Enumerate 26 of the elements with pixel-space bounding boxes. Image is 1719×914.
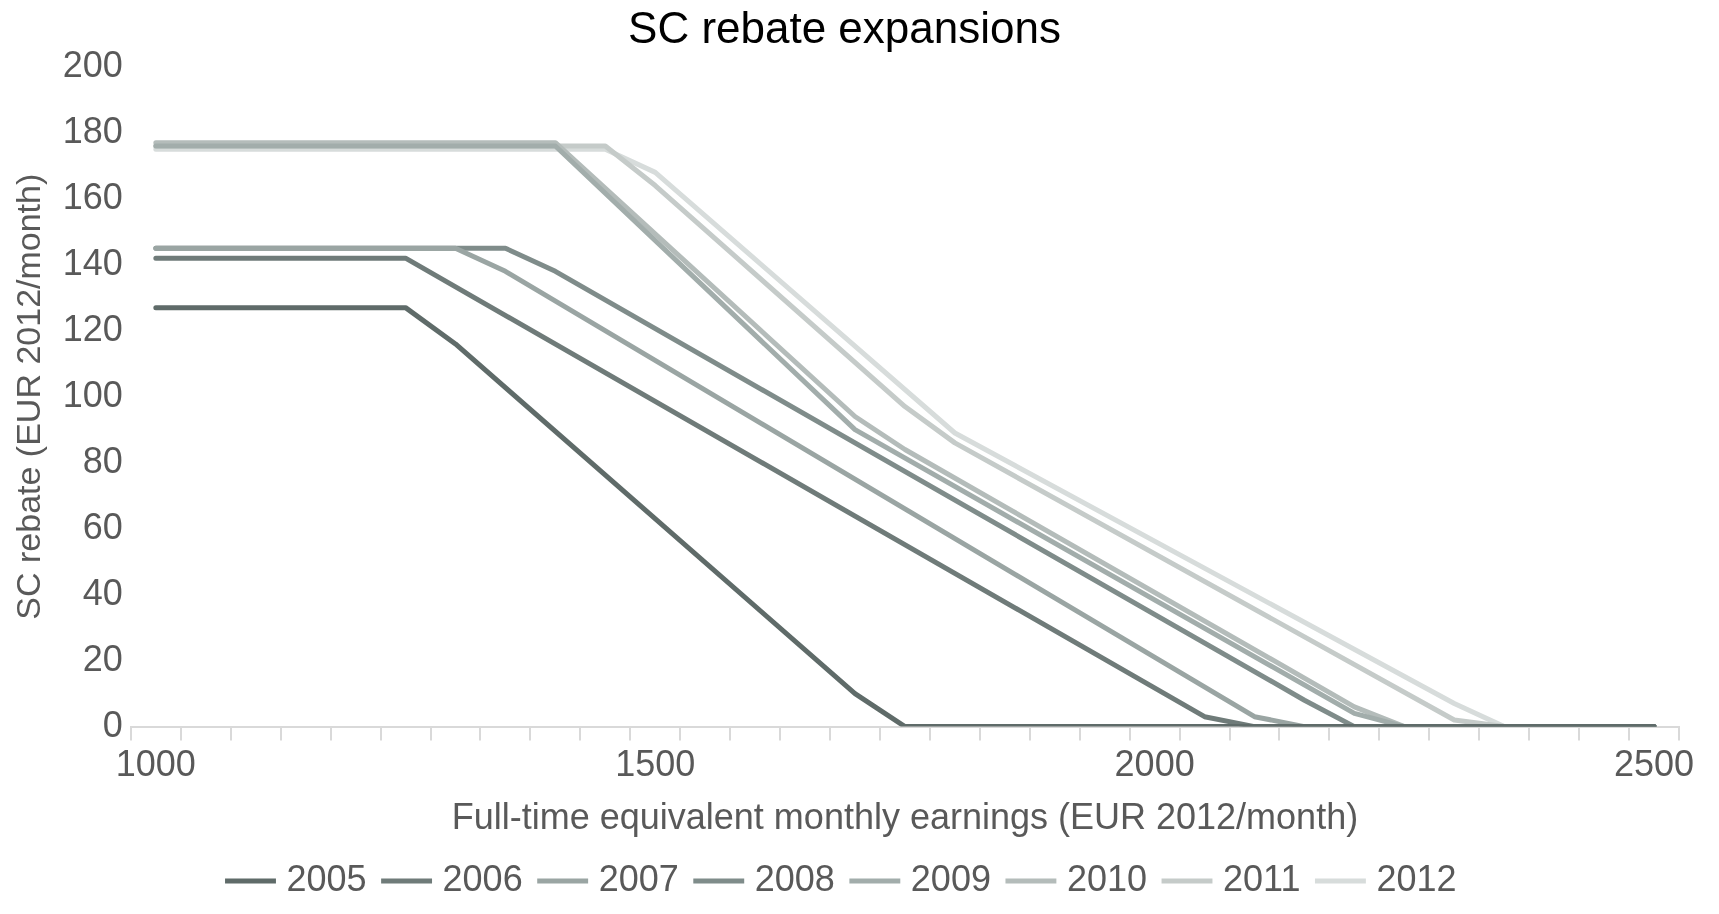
legend-label: 2007	[598, 857, 679, 899]
legend-label: 2009	[910, 857, 991, 899]
legend-label: 2005	[286, 857, 367, 899]
y-axis-title: SC rebate (EUR 2012/month)	[8, 173, 47, 620]
legend-label: 2010	[1066, 857, 1148, 899]
y-tick-label: 0	[102, 703, 123, 745]
y-tick-label: 120	[62, 307, 123, 349]
y-tick-label: 200	[62, 43, 123, 85]
x-tick-label: 1500	[615, 743, 696, 785]
chart-title: SC rebate expansions	[628, 2, 1061, 52]
y-tick-label: 160	[62, 175, 123, 217]
x-tick-label: 1000	[115, 743, 196, 785]
legend-label: 2012	[1376, 857, 1457, 899]
y-tick-label: 100	[62, 373, 123, 415]
legend-label: 2008	[754, 857, 835, 899]
y-tick-label: 80	[82, 439, 123, 481]
y-tick-label: 40	[82, 571, 123, 613]
y-tick-label: 60	[82, 505, 123, 547]
x-axis-title: Full-time equivalent monthly earnings (EUR 2012/month)	[451, 796, 1359, 838]
x-tick-label: 2000	[1114, 743, 1195, 785]
y-tick-label: 140	[62, 241, 123, 283]
legend-label: 2006	[442, 857, 523, 899]
y-tick-label: 20	[82, 637, 123, 679]
x-tick-label: 2500	[1613, 743, 1695, 785]
y-tick-label: 180	[62, 109, 123, 151]
legend-label: 2011	[1223, 857, 1301, 899]
